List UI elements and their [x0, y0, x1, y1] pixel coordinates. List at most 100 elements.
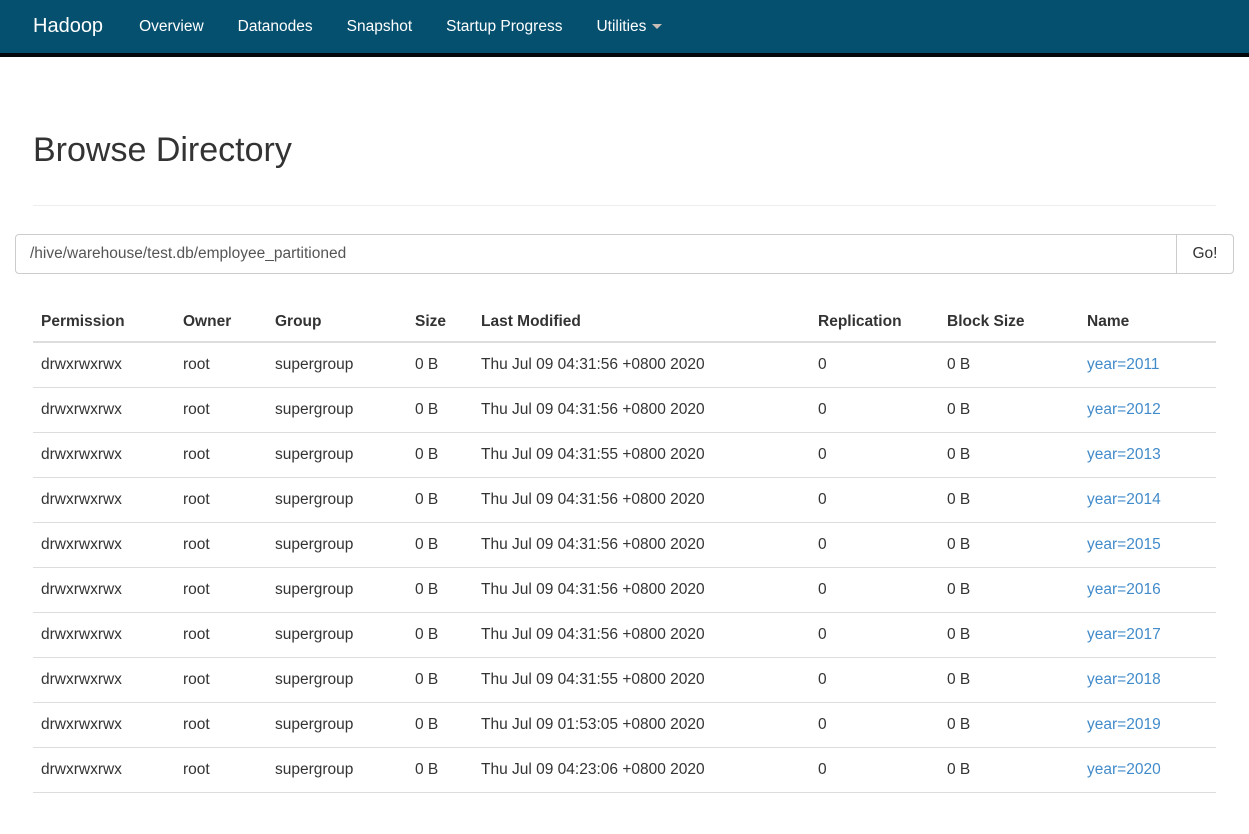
table-row: drwxrwxrwx root supergroup 0 B Thu Jul 09 04… — [33, 477, 1216, 524]
cell-block-size: 0 B — [939, 702, 1079, 749]
cell-replication: 0 — [810, 747, 939, 794]
nav-item-datanodes: Datanodes — [221, 0, 330, 53]
cell-group: supergroup — [267, 522, 407, 569]
directory-link[interactable]: year=2011 — [1087, 356, 1160, 374]
cell-owner: root — [175, 567, 267, 614]
cell-last-modified: Thu Jul 09 04:23:06 +0800 2020 — [473, 747, 810, 794]
table-row: drwxrwxrwx root supergroup 0 B Thu Jul 09 04… — [33, 387, 1216, 434]
path-bar: Go! — [15, 234, 1234, 275]
table-row: drwxrwxrwx root supergroup 0 B Thu Jul 09 04… — [33, 342, 1216, 389]
cell-permission: drwxrwxrwx — [33, 612, 175, 659]
directory-link[interactable]: year=2016 — [1087, 581, 1161, 599]
table-row: drwxrwxrwx root supergroup 0 B Thu Jul 09 04… — [33, 567, 1216, 614]
cell-name: year=2016 — [1079, 567, 1216, 614]
directory-link[interactable]: year=2014 — [1087, 491, 1161, 509]
nav-link-label: Overview — [139, 17, 204, 35]
cell-block-size: 0 B — [939, 522, 1079, 569]
cell-size: 0 B — [407, 657, 473, 704]
go-button[interactable]: Go! — [1176, 234, 1234, 275]
table-row: drwxrwxrwx root supergroup 0 B Thu Jul 09 04… — [33, 657, 1216, 704]
cell-size: 0 B — [407, 387, 473, 434]
cell-owner: root — [175, 432, 267, 479]
table-row: drwxrwxrwx root supergroup 0 B Thu Jul 09 04… — [33, 747, 1216, 794]
directory-link[interactable]: year=2020 — [1087, 761, 1161, 779]
cell-name: year=2012 — [1079, 387, 1216, 434]
table-row: drwxrwxrwx root supergroup 0 B Thu Jul 09 04… — [33, 522, 1216, 569]
nav-link-startup-progress[interactable]: Startup Progress — [429, 0, 579, 53]
table-row: drwxrwxrwx root supergroup 0 B Thu Jul 09 01… — [33, 702, 1216, 749]
cell-name: year=2011 — [1079, 342, 1216, 389]
cell-replication: 0 — [810, 522, 939, 569]
nav-item-startup-progress: Startup Progress — [429, 0, 579, 53]
nav-link-datanodes[interactable]: Datanodes — [221, 0, 330, 53]
nav-link-overview[interactable]: Overview — [122, 0, 221, 53]
cell-size: 0 B — [407, 567, 473, 614]
cell-owner: root — [175, 612, 267, 659]
directory-link[interactable]: year=2013 — [1087, 446, 1161, 464]
cell-replication: 0 — [810, 342, 939, 389]
cell-replication: 0 — [810, 567, 939, 614]
cell-block-size: 0 B — [939, 432, 1079, 479]
cell-name: year=2015 — [1079, 522, 1216, 569]
directory-link[interactable]: year=2019 — [1087, 716, 1161, 734]
table-row: drwxrwxrwx root supergroup 0 B Thu Jul 09 04… — [33, 432, 1216, 479]
cell-block-size: 0 B — [939, 657, 1079, 704]
cell-permission: drwxrwxrwx — [33, 477, 175, 524]
nav-link-snapshot[interactable]: Snapshot — [330, 0, 430, 53]
directory-link[interactable]: year=2018 — [1087, 671, 1161, 689]
main-content: Browse Directory Go! PermissionOwnerGrou… — [15, 131, 1234, 794]
cell-size: 0 B — [407, 432, 473, 479]
cell-name: year=2017 — [1079, 612, 1216, 659]
cell-replication: 0 — [810, 432, 939, 479]
cell-owner: root — [175, 387, 267, 434]
cell-size: 0 B — [407, 477, 473, 524]
nav-link-label: Startup Progress — [446, 17, 563, 35]
cell-last-modified: Thu Jul 09 04:31:55 +0800 2020 — [473, 432, 810, 479]
cell-replication: 0 — [810, 387, 939, 434]
cell-name: year=2013 — [1079, 432, 1216, 479]
nav-item-overview: Overview — [122, 0, 221, 53]
cell-block-size: 0 B — [939, 342, 1079, 389]
cell-permission: drwxrwxrwx — [33, 747, 175, 794]
cell-name: year=2014 — [1079, 477, 1216, 524]
column-header-name: Name — [1079, 303, 1216, 344]
cell-last-modified: Thu Jul 09 04:31:56 +0800 2020 — [473, 612, 810, 659]
cell-permission: drwxrwxrwx — [33, 387, 175, 434]
directory-link[interactable]: year=2017 — [1087, 626, 1161, 644]
cell-block-size: 0 B — [939, 387, 1079, 434]
cell-replication: 0 — [810, 702, 939, 749]
cell-group: supergroup — [267, 342, 407, 389]
nav-item-utilities: Utilities — [579, 0, 679, 53]
hadoop-brand-link[interactable]: Hadoop — [33, 15, 104, 37]
navbar-menu: Overview Datanodes Snapshot Startup Progres… — [122, 0, 679, 53]
nav-link-utilities[interactable]: Utilities — [579, 0, 679, 53]
directory-listing-table: Permission Owner Group Size Last Modified Rep… — [33, 303, 1216, 794]
cell-permission: drwxrwxrwx — [33, 342, 175, 389]
column-header-last-modified: Last Modified — [473, 303, 810, 344]
column-header-replication: Replication — [810, 303, 939, 344]
nav-link-label: Utilities — [596, 17, 647, 35]
cell-name: year=2019 — [1079, 702, 1216, 749]
nav-link-label: Snapshot — [346, 17, 413, 35]
cell-block-size: 0 B — [939, 477, 1079, 524]
nav-item-snapshot: Snapshot — [330, 0, 430, 53]
directory-link[interactable]: year=2012 — [1087, 401, 1161, 419]
cell-owner: root — [175, 477, 267, 524]
nav-link-label: Datanodes — [237, 17, 313, 35]
cell-name: year=2020 — [1079, 747, 1216, 794]
cell-size: 0 B — [407, 612, 473, 659]
column-header-group: Group — [267, 303, 407, 344]
column-header-owner: Owner — [175, 303, 267, 344]
cell-name: year=2018 — [1079, 657, 1216, 704]
cell-permission: drwxrwxrwx — [33, 432, 175, 479]
column-header-block-size: Block Size — [939, 303, 1079, 344]
cell-size: 0 B — [407, 342, 473, 389]
cell-group: supergroup — [267, 747, 407, 794]
top-navbar: Hadoop Overview Datanodes Snapshot Startup … — [0, 0, 1249, 57]
cell-group: supergroup — [267, 657, 407, 704]
cell-size: 0 B — [407, 747, 473, 794]
directory-link[interactable]: year=2015 — [1087, 536, 1161, 554]
directory-path-input[interactable] — [15, 234, 1177, 275]
cell-block-size: 0 B — [939, 567, 1079, 614]
cell-block-size: 0 B — [939, 747, 1079, 794]
